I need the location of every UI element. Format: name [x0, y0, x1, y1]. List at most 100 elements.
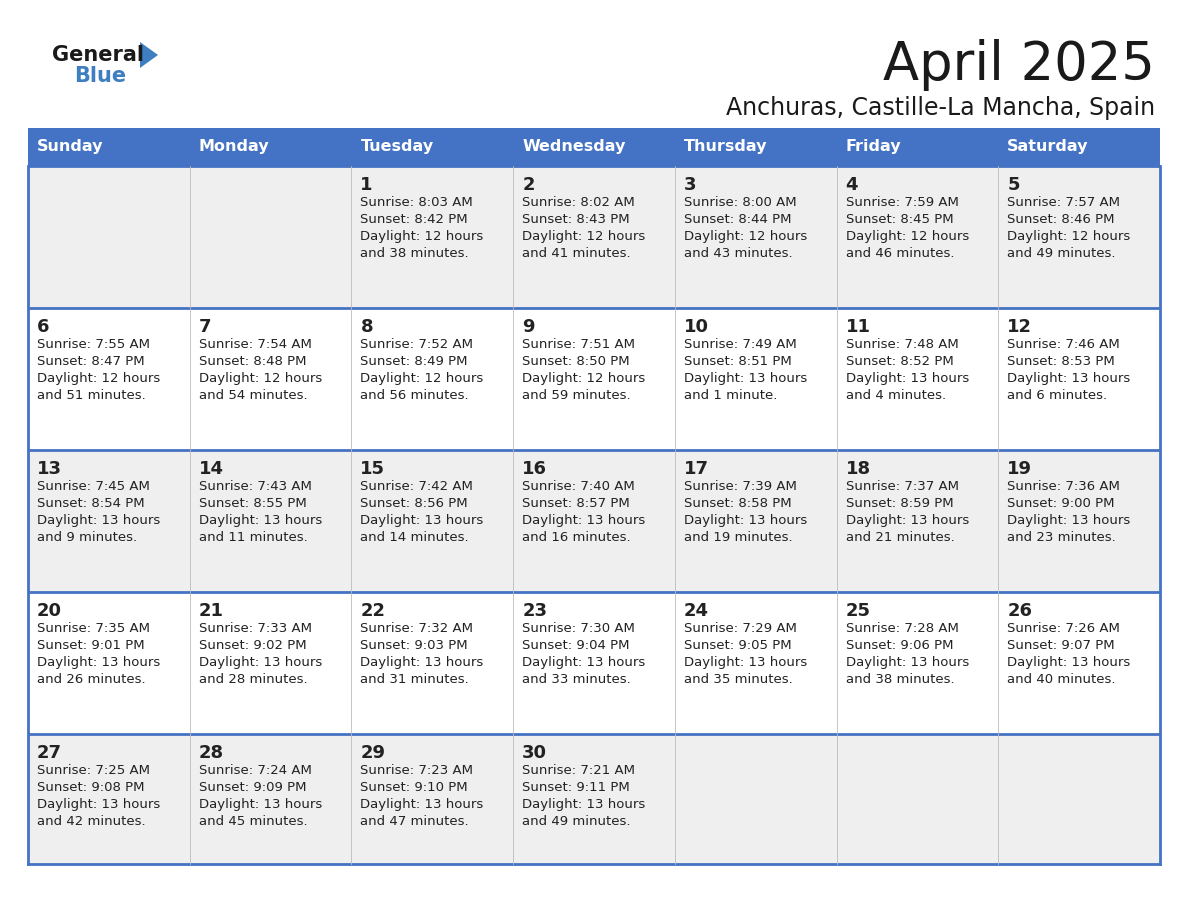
- Text: Daylight: 13 hours: Daylight: 13 hours: [846, 656, 969, 669]
- Text: and 9 minutes.: and 9 minutes.: [37, 531, 137, 544]
- Bar: [29, 166, 1159, 308]
- Text: 18: 18: [846, 460, 871, 478]
- Text: and 49 minutes.: and 49 minutes.: [1007, 247, 1116, 260]
- Text: Daylight: 13 hours: Daylight: 13 hours: [1007, 656, 1131, 669]
- Text: Thursday: Thursday: [684, 140, 767, 154]
- Text: Sunrise: 8:00 AM: Sunrise: 8:00 AM: [684, 196, 796, 209]
- Text: and 1 minute.: and 1 minute.: [684, 389, 777, 402]
- Text: Sunset: 8:45 PM: Sunset: 8:45 PM: [846, 213, 953, 226]
- Text: Sunset: 9:09 PM: Sunset: 9:09 PM: [198, 781, 307, 794]
- Text: Sunrise: 7:48 AM: Sunrise: 7:48 AM: [846, 338, 959, 351]
- Text: Saturday: Saturday: [1007, 140, 1088, 154]
- Bar: [29, 450, 1159, 592]
- Text: Sunday: Sunday: [37, 140, 103, 154]
- Bar: [29, 734, 1159, 864]
- Text: 15: 15: [360, 460, 385, 478]
- Text: Sunrise: 7:28 AM: Sunrise: 7:28 AM: [846, 622, 959, 635]
- Text: Daylight: 13 hours: Daylight: 13 hours: [37, 656, 160, 669]
- Text: and 51 minutes.: and 51 minutes.: [37, 389, 146, 402]
- Text: and 21 minutes.: and 21 minutes.: [846, 531, 954, 544]
- Text: 7: 7: [198, 318, 211, 336]
- Text: Daylight: 12 hours: Daylight: 12 hours: [360, 372, 484, 385]
- Text: Daylight: 12 hours: Daylight: 12 hours: [37, 372, 160, 385]
- Text: 28: 28: [198, 744, 223, 762]
- Text: and 6 minutes.: and 6 minutes.: [1007, 389, 1107, 402]
- Text: 8: 8: [360, 318, 373, 336]
- Bar: [29, 592, 1159, 734]
- Text: Sunset: 9:04 PM: Sunset: 9:04 PM: [523, 639, 630, 652]
- Text: and 59 minutes.: and 59 minutes.: [523, 389, 631, 402]
- Text: 11: 11: [846, 318, 871, 336]
- Text: Sunrise: 7:54 AM: Sunrise: 7:54 AM: [198, 338, 311, 351]
- Text: Sunrise: 7:42 AM: Sunrise: 7:42 AM: [360, 480, 473, 493]
- Text: and 40 minutes.: and 40 minutes.: [1007, 673, 1116, 686]
- Text: 16: 16: [523, 460, 548, 478]
- Text: and 41 minutes.: and 41 minutes.: [523, 247, 631, 260]
- Text: 27: 27: [37, 744, 62, 762]
- Text: Sunrise: 7:46 AM: Sunrise: 7:46 AM: [1007, 338, 1120, 351]
- Text: 4: 4: [846, 176, 858, 194]
- Text: and 38 minutes.: and 38 minutes.: [360, 247, 469, 260]
- Text: 26: 26: [1007, 602, 1032, 620]
- Text: Daylight: 12 hours: Daylight: 12 hours: [198, 372, 322, 385]
- Text: April 2025: April 2025: [883, 39, 1155, 91]
- Text: 2: 2: [523, 176, 535, 194]
- Text: Sunset: 9:01 PM: Sunset: 9:01 PM: [37, 639, 145, 652]
- Text: 14: 14: [198, 460, 223, 478]
- Text: Daylight: 13 hours: Daylight: 13 hours: [523, 656, 645, 669]
- Text: Daylight: 13 hours: Daylight: 13 hours: [684, 514, 807, 527]
- Text: and 47 minutes.: and 47 minutes.: [360, 815, 469, 828]
- Text: 19: 19: [1007, 460, 1032, 478]
- Text: and 33 minutes.: and 33 minutes.: [523, 673, 631, 686]
- Text: and 45 minutes.: and 45 minutes.: [198, 815, 308, 828]
- Text: and 28 minutes.: and 28 minutes.: [198, 673, 308, 686]
- Text: Sunset: 9:00 PM: Sunset: 9:00 PM: [1007, 497, 1114, 510]
- Text: Monday: Monday: [198, 140, 270, 154]
- Text: and 43 minutes.: and 43 minutes.: [684, 247, 792, 260]
- Text: and 16 minutes.: and 16 minutes.: [523, 531, 631, 544]
- Text: 24: 24: [684, 602, 709, 620]
- Text: Sunset: 8:59 PM: Sunset: 8:59 PM: [846, 497, 953, 510]
- Text: Sunset: 8:47 PM: Sunset: 8:47 PM: [37, 355, 145, 368]
- Text: Sunset: 8:42 PM: Sunset: 8:42 PM: [360, 213, 468, 226]
- Text: Sunrise: 7:21 AM: Sunrise: 7:21 AM: [523, 764, 636, 777]
- Polygon shape: [140, 42, 158, 68]
- Text: Sunrise: 7:33 AM: Sunrise: 7:33 AM: [198, 622, 311, 635]
- Text: 3: 3: [684, 176, 696, 194]
- Text: Sunrise: 7:30 AM: Sunrise: 7:30 AM: [523, 622, 636, 635]
- Text: Daylight: 13 hours: Daylight: 13 hours: [1007, 514, 1131, 527]
- Text: Sunset: 8:58 PM: Sunset: 8:58 PM: [684, 497, 791, 510]
- Text: Sunrise: 7:36 AM: Sunrise: 7:36 AM: [1007, 480, 1120, 493]
- Text: Sunset: 8:51 PM: Sunset: 8:51 PM: [684, 355, 791, 368]
- Text: and 56 minutes.: and 56 minutes.: [360, 389, 469, 402]
- Text: Daylight: 13 hours: Daylight: 13 hours: [846, 372, 969, 385]
- Text: 30: 30: [523, 744, 548, 762]
- Bar: [29, 128, 1159, 166]
- Text: Daylight: 13 hours: Daylight: 13 hours: [360, 514, 484, 527]
- Text: Daylight: 12 hours: Daylight: 12 hours: [523, 230, 645, 243]
- Text: and 46 minutes.: and 46 minutes.: [846, 247, 954, 260]
- Text: Sunset: 8:46 PM: Sunset: 8:46 PM: [1007, 213, 1114, 226]
- Text: Sunset: 9:06 PM: Sunset: 9:06 PM: [846, 639, 953, 652]
- Text: 5: 5: [1007, 176, 1019, 194]
- Text: Daylight: 13 hours: Daylight: 13 hours: [360, 798, 484, 811]
- Text: Daylight: 13 hours: Daylight: 13 hours: [360, 656, 484, 669]
- Text: 25: 25: [846, 602, 871, 620]
- Text: Daylight: 12 hours: Daylight: 12 hours: [360, 230, 484, 243]
- Text: Sunset: 8:53 PM: Sunset: 8:53 PM: [1007, 355, 1116, 368]
- Text: Sunset: 8:56 PM: Sunset: 8:56 PM: [360, 497, 468, 510]
- Text: Sunrise: 7:26 AM: Sunrise: 7:26 AM: [1007, 622, 1120, 635]
- Text: Sunset: 9:10 PM: Sunset: 9:10 PM: [360, 781, 468, 794]
- Text: Daylight: 13 hours: Daylight: 13 hours: [1007, 372, 1131, 385]
- Text: and 42 minutes.: and 42 minutes.: [37, 815, 146, 828]
- Text: Blue: Blue: [74, 66, 126, 86]
- Text: Daylight: 13 hours: Daylight: 13 hours: [846, 514, 969, 527]
- Text: and 31 minutes.: and 31 minutes.: [360, 673, 469, 686]
- Text: Sunset: 8:48 PM: Sunset: 8:48 PM: [198, 355, 307, 368]
- Text: Sunset: 8:50 PM: Sunset: 8:50 PM: [523, 355, 630, 368]
- Text: General: General: [52, 45, 144, 65]
- Text: Sunrise: 7:29 AM: Sunrise: 7:29 AM: [684, 622, 797, 635]
- Text: Sunset: 9:08 PM: Sunset: 9:08 PM: [37, 781, 145, 794]
- Text: Sunset: 9:02 PM: Sunset: 9:02 PM: [198, 639, 307, 652]
- Text: and 38 minutes.: and 38 minutes.: [846, 673, 954, 686]
